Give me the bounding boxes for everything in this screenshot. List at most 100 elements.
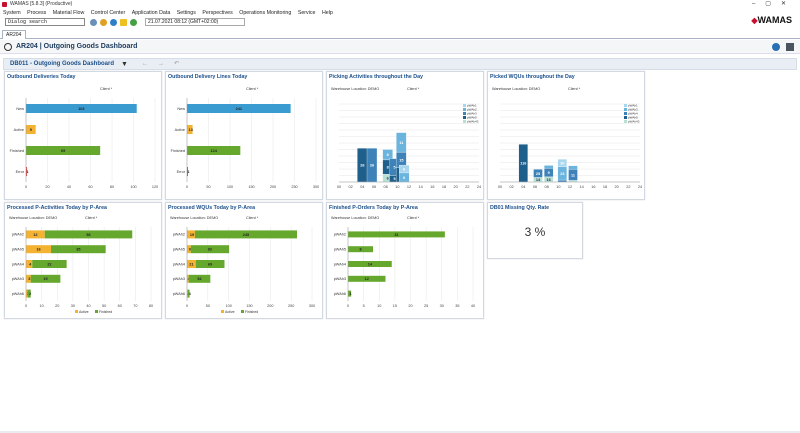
bar-segment — [399, 164, 410, 174]
data-label: 6 — [387, 177, 389, 181]
legend-label: pWAh1 — [467, 104, 477, 108]
star-icon[interactable] — [120, 19, 127, 26]
data-label: 3 — [28, 277, 30, 281]
legend-label: pWAh43 — [628, 120, 640, 124]
panel-title: Outbound Deliveries Today — [7, 74, 76, 80]
data-label: 4 — [189, 292, 192, 296]
x-tick-label: 40 — [67, 185, 71, 189]
warehouse-label[interactable]: Warehouse Location: DEMO — [492, 87, 541, 91]
menu-system[interactable]: System — [3, 10, 21, 16]
x-tick-label: 35 — [455, 304, 459, 308]
data-label: 15 — [399, 158, 403, 162]
client-label[interactable]: Client * — [246, 216, 259, 220]
x-tick-label: 00 — [498, 185, 502, 189]
y-category-label: pWAh3 — [334, 277, 346, 281]
y-category-label: Finished — [171, 149, 185, 153]
bar — [187, 245, 191, 254]
x-tick-label: 02 — [510, 185, 514, 189]
search-icon[interactable] — [90, 19, 97, 26]
bar — [26, 230, 45, 239]
menu-settings[interactable]: Settings — [176, 10, 196, 16]
dialog-search-input[interactable]: Dialog search — [5, 18, 85, 26]
data-label: 9 — [548, 171, 550, 175]
warehouse-label[interactable]: Warehouse Location: DEMO — [331, 87, 380, 91]
menu-perspectives[interactable]: Perspectives — [202, 10, 233, 16]
bar — [187, 125, 193, 134]
forward-icon[interactable]: → — [158, 61, 164, 67]
data-label: 69 — [61, 149, 65, 153]
bar — [26, 289, 28, 298]
y-category-label: Error — [177, 170, 186, 174]
chart-outbound-deliveries: 0 20 40 60 80 100 120 New 103 Active 9 Finished 69 Er… — [10, 98, 158, 189]
client-label[interactable]: Client * — [100, 87, 113, 91]
legend-swatch — [221, 310, 224, 313]
data-label: 23 — [560, 172, 564, 176]
client-label[interactable]: Client * — [246, 87, 259, 91]
data-label: 52 — [197, 277, 201, 281]
y-category-label: pWAh4 — [334, 262, 346, 266]
y-category-label: Finished — [10, 149, 24, 153]
panel-outbound-deliveries: Outbound Deliveries Today Client * 0 20 40… — [4, 71, 162, 200]
globe-icon[interactable] — [110, 19, 117, 26]
x-tick-label: 200 — [270, 185, 276, 189]
x-tick-label: 10 — [377, 304, 381, 308]
x-tick-label: 15 — [393, 304, 397, 308]
legend-swatch — [463, 108, 466, 111]
x-tick-label: 100 — [130, 185, 136, 189]
bar — [187, 289, 190, 298]
bar-segment — [544, 165, 554, 169]
x-tick-label: 20 — [615, 185, 619, 189]
menu-control-center[interactable]: Control Center — [90, 10, 126, 16]
bar — [187, 146, 241, 155]
menu-operations-monitoring[interactable]: Operations Monitoring — [239, 10, 292, 16]
legend-label: pWAh2 — [467, 108, 477, 112]
menu-service[interactable]: Service — [297, 10, 316, 16]
x-tick-label: 300 — [313, 185, 319, 189]
data-label: 5 — [393, 165, 395, 169]
kpi-value: 3 % — [524, 225, 546, 239]
x-tick-label: 04 — [360, 185, 364, 189]
bar — [190, 245, 230, 254]
refresh-icon[interactable] — [100, 19, 107, 26]
tab-ar204[interactable]: AR204 ✕ — [2, 30, 26, 47]
settings-icon[interactable] — [786, 43, 794, 51]
menu-process[interactable]: Process — [27, 10, 47, 16]
client-label[interactable]: Client * — [407, 87, 420, 91]
info-icon[interactable] — [130, 19, 137, 26]
x-tick-label: 0 — [186, 304, 188, 308]
data-label: 9 — [189, 248, 191, 252]
y-category-label: pWAh4 — [12, 262, 24, 266]
menu-material-flow[interactable]: Material Flow — [52, 10, 85, 16]
warehouse-label[interactable]: Warehouse Location: DEMO — [331, 216, 380, 220]
menu-application-data[interactable]: Application Data — [131, 10, 171, 16]
menu-help[interactable]: Help — [321, 10, 333, 16]
client-label[interactable]: Client * — [407, 216, 420, 220]
filter-icon[interactable]: ▼ — [121, 61, 128, 68]
client-label[interactable]: Client * — [568, 87, 581, 91]
bar — [27, 289, 31, 298]
warehouse-label[interactable]: Warehouse Location: DEMO — [170, 216, 219, 220]
y-category-label: pWAh2 — [12, 233, 24, 237]
x-tick-label: 0 — [347, 304, 349, 308]
bar — [348, 290, 352, 297]
legend-swatch — [624, 104, 627, 107]
warehouse-label[interactable]: Warehouse Location: DEMO — [9, 216, 58, 220]
y-category-label: pWAh6 — [12, 292, 24, 296]
x-tick-label: 40 — [471, 304, 475, 308]
undo-icon[interactable]: ↶ — [174, 61, 180, 67]
x-tick-label: 80 — [149, 304, 153, 308]
x-tick-label: 50 — [102, 304, 106, 308]
data-label: 245 — [243, 233, 249, 237]
legend-swatch — [624, 108, 627, 111]
wamas-logo: ◆WAMAS — [751, 15, 792, 25]
title-bar: WAMAS [5.8.3] (Productive) –▢✕ — [0, 0, 800, 9]
bar-segment — [557, 159, 567, 167]
x-tick-label: 30 — [440, 304, 444, 308]
data-label: 30 — [560, 161, 564, 165]
globe-icon[interactable] — [772, 43, 780, 51]
data-label: 9 — [30, 128, 32, 132]
window-controls[interactable]: –▢✕ — [751, 1, 796, 7]
bar — [187, 274, 189, 283]
client-label[interactable]: Client * — [85, 216, 98, 220]
back-icon[interactable]: ← — [142, 61, 148, 67]
